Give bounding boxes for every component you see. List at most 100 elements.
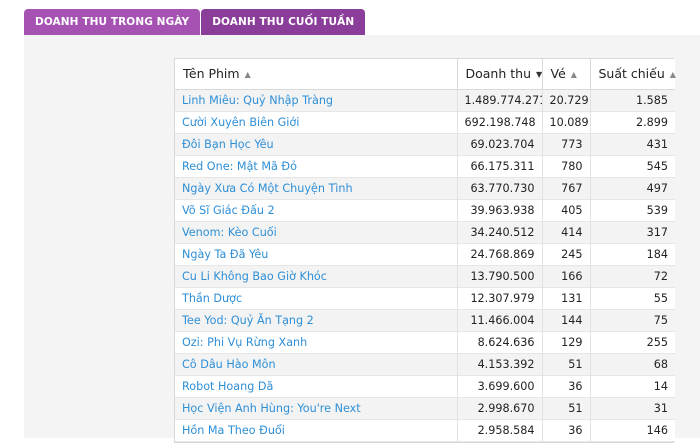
tickets-cell: 245: [542, 243, 591, 266]
tickets-cell: 10.089: [542, 111, 591, 134]
revenue-cell: 34.240.512: [457, 221, 543, 244]
showings-cell: 31: [590, 397, 675, 420]
table-row: Tee Yod: Quỷ Ăn Tạng 2 11.466.004 144 75: [175, 309, 675, 332]
movie-name-cell: Red One: Mật Mã Đỏ: [175, 155, 458, 178]
tickets-cell: 166: [542, 265, 591, 288]
movie-name-cell: Võ Sĩ Giác Đấu 2: [175, 199, 458, 222]
column-header-revenue[interactable]: Doanh thu ▼: [457, 59, 543, 90]
showings-cell: 72: [590, 265, 675, 288]
tab-daily-revenue[interactable]: DOANH THU TRONG NGÀY: [24, 9, 201, 35]
revenue-cell: 4.153.392: [457, 353, 543, 376]
tickets-cell: 773: [542, 133, 591, 156]
table-row: Venom: Kèo Cuối 34.240.512 414 317: [175, 221, 675, 244]
movie-name-cell: Ngày Ta Đã Yêu: [175, 243, 458, 266]
table-row: Red One: Mật Mã Đỏ 66.175.311 780 545: [175, 155, 675, 178]
revenue-cell: 692.198.748: [457, 111, 543, 134]
movie-name-cell: Ngày Xưa Có Một Chuyện Tình: [175, 177, 458, 200]
showings-cell: 184: [590, 243, 675, 266]
column-header-revenue-label: Doanh thu: [465, 66, 532, 82]
movie-link[interactable]: Cu Li Không Bao Giờ Khóc: [182, 269, 327, 283]
showings-cell: 14: [590, 375, 675, 398]
movie-link[interactable]: Võ Sĩ Giác Đấu 2: [182, 203, 275, 217]
table-row: Cu Li Không Bao Giờ Khóc 13.790.500 166 72: [175, 265, 675, 288]
tickets-cell: 414: [542, 221, 591, 244]
movie-name-cell: Học Viện Anh Hùng: You're Next: [175, 397, 458, 420]
showings-cell: 68: [590, 353, 675, 376]
column-header-tickets-label: Vé: [550, 66, 566, 82]
movie-name-cell: Cô Dâu Hào Môn: [175, 353, 458, 376]
movie-name-cell: Robot Hoang Dã: [175, 375, 458, 398]
sort-asc-icon: ▲: [570, 70, 577, 80]
movie-link[interactable]: Đôi Bạn Học Yêu: [182, 137, 274, 151]
movie-link[interactable]: Thần Dược: [182, 291, 243, 305]
sort-asc-icon: ▲: [669, 70, 676, 80]
table-row: Robot Hoang Dã 3.699.600 36 14: [175, 375, 675, 398]
revenue-cell: 69.023.704: [457, 133, 543, 156]
sort-asc-icon: ▲: [244, 70, 251, 80]
tickets-cell: 36: [542, 375, 591, 398]
tickets-cell: 780: [542, 155, 591, 178]
movie-link[interactable]: Học Viện Anh Hùng: You're Next: [182, 401, 361, 415]
sort-desc-icon: ▼: [536, 70, 543, 80]
revenue-cell: 63.770.730: [457, 177, 543, 200]
showings-cell: 55: [590, 287, 675, 310]
table-row: Thần Dược 12.307.979 131 55: [175, 287, 675, 310]
showings-cell: 75: [590, 309, 675, 332]
revenue-cell: 2.958.584: [457, 419, 543, 442]
tab-weekend-revenue[interactable]: DOANH THU CUỐI TUẦN: [201, 9, 366, 35]
revenue-cell: 11.466.004: [457, 309, 543, 332]
showings-cell: 2.899: [590, 111, 675, 134]
revenue-cell: 39.963.938: [457, 199, 543, 222]
tickets-cell: 51: [542, 353, 591, 376]
tickets-cell: 20.729: [542, 89, 591, 112]
tickets-cell: 767: [542, 177, 591, 200]
table-row: Ozi: Phi Vụ Rừng Xanh 8.624.636 129 255: [175, 331, 675, 354]
movie-link[interactable]: Cô Dâu Hào Môn: [182, 357, 276, 371]
movie-link[interactable]: Robot Hoang Dã: [182, 379, 274, 393]
tickets-cell: 131: [542, 287, 591, 310]
table-row: Ngày Xưa Có Một Chuyện Tình 63.770.730 767…: [175, 177, 675, 200]
movie-name-cell: Ozi: Phi Vụ Rừng Xanh: [175, 331, 458, 354]
column-header-showings[interactable]: Suất chiếu ▲: [590, 59, 676, 90]
revenue-table: Tên Phim ▲ Doanh thu ▼ Vé ▲ Suất chiếu ▲ Lin…: [174, 58, 676, 443]
revenue-cell: 24.768.869: [457, 243, 543, 266]
showings-cell: 1.585: [590, 89, 675, 112]
table-row: Học Viện Anh Hùng: You're Next 2.998.670 5…: [175, 397, 675, 420]
tab-bar: DOANH THU TRONG NGÀY DOANH THU CUỐI TUẦN: [24, 9, 366, 35]
movie-link[interactable]: Red One: Mật Mã Đỏ: [182, 159, 297, 173]
showings-cell: 255: [590, 331, 675, 354]
revenue-cell: 66.175.311: [457, 155, 543, 178]
tickets-cell: 129: [542, 331, 591, 354]
table-row: Linh Miêu: Quỷ Nhập Tràng 1.489.774.271 20…: [175, 89, 675, 112]
column-header-name[interactable]: Tên Phim ▲: [175, 59, 458, 90]
table-row: Cười Xuyên Biên Giới 692.198.748 10.089 2.8…: [175, 111, 675, 134]
movie-link[interactable]: Hồn Ma Theo Đuổi: [182, 423, 285, 437]
movie-name-cell: Cu Li Không Bao Giờ Khóc: [175, 265, 458, 288]
revenue-cell: 2.998.670: [457, 397, 543, 420]
table-row: Ngày Ta Đã Yêu 24.768.869 245 184: [175, 243, 675, 266]
revenue-cell: 8.624.636: [457, 331, 543, 354]
movie-link[interactable]: Ozi: Phi Vụ Rừng Xanh: [182, 335, 308, 349]
movie-name-cell: Venom: Kèo Cuối: [175, 221, 458, 244]
movie-name-cell: Tee Yod: Quỷ Ăn Tạng 2: [175, 309, 458, 332]
tickets-cell: 144: [542, 309, 591, 332]
revenue-cell: 1.489.774.271: [457, 89, 543, 112]
movie-link[interactable]: Ngày Xưa Có Một Chuyện Tình: [182, 181, 353, 195]
showings-cell: 317: [590, 221, 675, 244]
showings-cell: 545: [590, 155, 675, 178]
movie-link[interactable]: Venom: Kèo Cuối: [182, 225, 277, 239]
showings-cell: 539: [590, 199, 675, 222]
movie-name-cell: Đôi Bạn Học Yêu: [175, 133, 458, 156]
column-header-tickets[interactable]: Vé ▲: [542, 59, 591, 90]
revenue-cell: 3.699.600: [457, 375, 543, 398]
table-row: Đôi Bạn Học Yêu 69.023.704 773 431: [175, 133, 675, 156]
movie-name-cell: Cười Xuyên Biên Giới: [175, 111, 458, 134]
movie-link[interactable]: Ngày Ta Đã Yêu: [182, 247, 269, 261]
revenue-cell: 13.790.500: [457, 265, 543, 288]
movie-link[interactable]: Cười Xuyên Biên Giới: [182, 115, 300, 129]
table-row: Võ Sĩ Giác Đấu 2 39.963.938 405 539: [175, 199, 675, 222]
movie-link[interactable]: Tee Yod: Quỷ Ăn Tạng 2: [182, 313, 314, 327]
movie-name-cell: Linh Miêu: Quỷ Nhập Tràng: [175, 89, 458, 112]
movie-link[interactable]: Linh Miêu: Quỷ Nhập Tràng: [182, 93, 334, 107]
column-header-showings-label: Suất chiếu: [598, 66, 665, 82]
